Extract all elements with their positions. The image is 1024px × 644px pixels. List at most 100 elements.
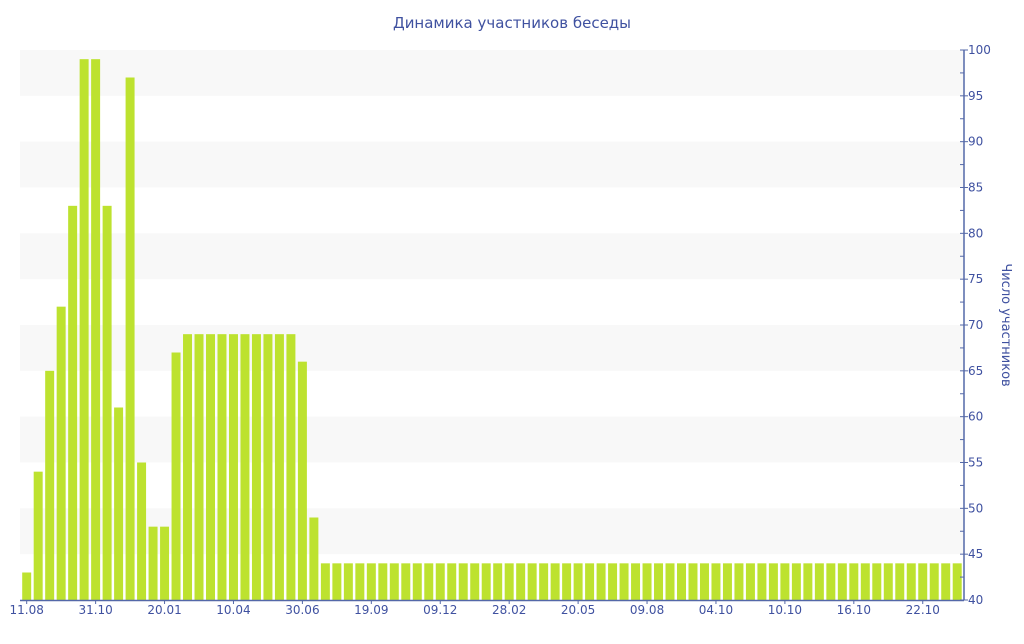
bar [493, 563, 503, 600]
bar [837, 563, 847, 600]
bar [768, 563, 778, 600]
bar [378, 563, 388, 600]
grid-band [20, 50, 964, 96]
bar [148, 526, 158, 600]
bar [114, 407, 124, 600]
bar [91, 59, 101, 600]
bar [470, 563, 480, 600]
bar [56, 306, 66, 600]
bar [791, 563, 801, 600]
bar [826, 563, 836, 600]
y-tick-label: 95 [968, 89, 983, 103]
bar [481, 563, 491, 600]
y-tick-label: 55 [968, 456, 983, 470]
x-tick-label: 20.05 [561, 603, 595, 617]
bar [654, 563, 664, 600]
bar [206, 334, 215, 600]
bar [860, 563, 870, 600]
y-tick-label: 100 [968, 43, 991, 57]
y-tick-label: 40 [968, 593, 983, 607]
bar [516, 563, 526, 600]
bar [217, 334, 227, 600]
bar [573, 563, 583, 600]
bar [619, 563, 629, 600]
bar [895, 563, 905, 600]
x-tick-label: 04.10 [699, 603, 733, 617]
bar [711, 563, 721, 600]
x-axis: 11.08 31.10 20.01 10.04 30.06 19.09 09.12 28.02… [10, 599, 964, 617]
bar [883, 563, 893, 600]
grid-band [20, 233, 964, 280]
y-axis: 40 45 50 55 60 65 70 75 80 85 90 95 100 [960, 43, 991, 607]
bar [137, 462, 147, 600]
bar [906, 563, 916, 600]
bar [33, 471, 43, 600]
x-tick-label: 09.12 [423, 603, 457, 617]
bar [562, 563, 572, 600]
bar [320, 563, 330, 600]
y-tick-label: 65 [968, 364, 983, 378]
bar [102, 205, 112, 601]
y-tick-label: 60 [968, 410, 983, 424]
bar [527, 563, 537, 600]
bar [68, 205, 78, 601]
bar [343, 563, 353, 600]
bar [332, 563, 342, 600]
y-tick-label: 85 [968, 181, 983, 195]
bar [872, 563, 882, 600]
y-tick-label: 50 [968, 501, 983, 515]
x-tick-label: 09.08 [630, 603, 664, 617]
bar [688, 563, 698, 600]
bar [608, 563, 618, 600]
x-tick-label: 31.10 [78, 603, 112, 617]
bar [263, 334, 273, 600]
bar [458, 563, 468, 600]
bar [45, 370, 55, 600]
bar [929, 563, 939, 600]
bar [194, 334, 204, 600]
bar [677, 563, 686, 600]
bar [171, 352, 181, 600]
bar [734, 563, 744, 600]
bar [389, 563, 399, 600]
x-tick-label: 22.10 [906, 603, 940, 617]
x-tick-label: 10.10 [768, 603, 802, 617]
bar [550, 563, 560, 600]
x-tick-label: 30.06 [285, 603, 319, 617]
bar [251, 334, 261, 600]
bar [286, 334, 296, 600]
chart-title: Динамика участников беседы [393, 14, 631, 32]
bar [228, 334, 238, 600]
bar [745, 563, 755, 600]
bar [424, 563, 434, 600]
bar [355, 563, 365, 600]
y-tick-label: 75 [968, 272, 983, 286]
y-axis-label: Число участников [998, 263, 1013, 386]
bar [412, 563, 422, 600]
grid-bands [20, 50, 964, 555]
bar [952, 563, 962, 600]
x-tick-label: 11.08 [10, 603, 44, 617]
bar [297, 361, 307, 600]
bar [665, 563, 675, 600]
bars [22, 59, 962, 601]
bar [401, 563, 411, 600]
bar [596, 563, 606, 600]
bar [240, 334, 250, 600]
x-tick-label: 16.10 [837, 603, 871, 617]
bar [780, 563, 790, 600]
bar [125, 77, 135, 600]
bar [803, 563, 813, 600]
grid-band [20, 325, 964, 371]
bar [504, 563, 514, 600]
bar [539, 563, 549, 600]
bar [642, 563, 652, 600]
bar [918, 563, 928, 600]
bar [366, 563, 376, 600]
x-tick-label: 28.02 [492, 603, 526, 617]
grid-band [20, 141, 964, 188]
y-tick-label: 90 [968, 135, 983, 149]
y-tick-label: 45 [968, 547, 983, 561]
bar [814, 563, 824, 600]
